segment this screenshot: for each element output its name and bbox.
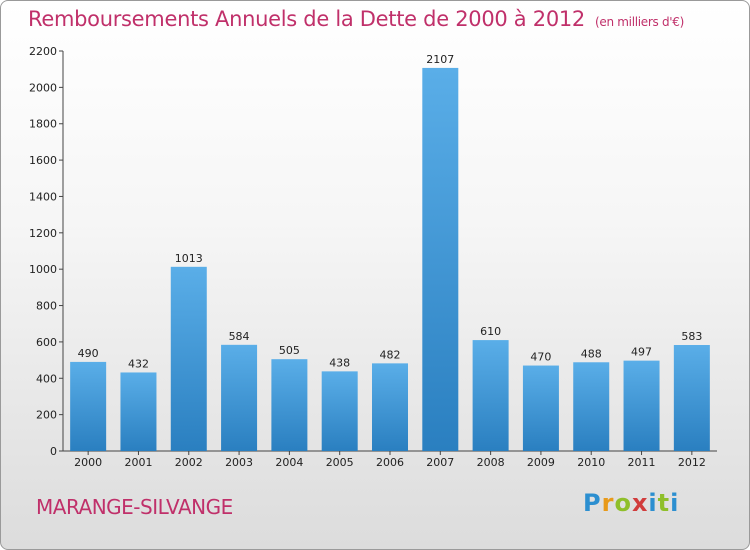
logo-letter: i [648, 489, 658, 517]
bar-value-label: 505 [279, 344, 300, 357]
bars: 490 432 1013 584 505 438 482 2107 610 470 488 497 58… [70, 53, 710, 451]
x-tick-label: 2011 [628, 456, 656, 469]
bar-value-label: 610 [480, 325, 501, 338]
bar-value-label: 584 [229, 330, 250, 343]
y-tick-label: 1400 [29, 190, 57, 203]
y-tick-label: 600 [36, 336, 57, 349]
chart-title: Remboursements Annuels de la Dette de 20… [28, 7, 684, 31]
x-tick-label: 2001 [124, 456, 152, 469]
y-tick-label: 400 [36, 372, 57, 385]
bar-value-label: 2107 [426, 53, 454, 66]
bar [522, 365, 559, 451]
x-tick-label: 2007 [426, 456, 454, 469]
bar-value-label: 438 [329, 356, 350, 369]
chart-subtitle: (en milliers d'€) [595, 15, 685, 29]
y-tick-label: 2200 [29, 45, 57, 58]
bar-value-label: 497 [631, 346, 652, 359]
x-tick-label: 2006 [376, 456, 404, 469]
x-tick-label: 2009 [527, 456, 555, 469]
y-tick-label: 200 [36, 409, 57, 422]
bar [120, 372, 157, 451]
chart-title-text: Remboursements Annuels de la Dette de 20… [28, 7, 585, 31]
logo-letter: x [631, 489, 649, 517]
bar [321, 371, 358, 451]
proxiti-logo: Proxiti [583, 489, 679, 517]
bar [422, 67, 459, 451]
bar-value-label: 432 [128, 357, 149, 370]
logo-letter: t [657, 489, 671, 517]
bar-value-label: 490 [78, 347, 99, 360]
y-tick-label: 1600 [29, 154, 57, 167]
y-tick-label: 800 [36, 300, 57, 313]
y-tick-label: 0 [50, 445, 57, 458]
x-tick-label: 2012 [678, 456, 706, 469]
bar [573, 362, 610, 451]
bar [70, 361, 107, 451]
bar-value-label: 583 [681, 330, 702, 343]
x-tick-label: 2008 [477, 456, 505, 469]
city-name: MARANGE-SILVANGE [36, 495, 233, 519]
axes: 0 200 400 600 800 1000 1200 1400 1600 1800 2000 220… [29, 45, 717, 469]
logo-letter: r [601, 489, 615, 517]
x-tick-label: 2003 [225, 456, 253, 469]
bar-value-label: 470 [530, 351, 551, 364]
bar-value-label: 1013 [175, 252, 203, 265]
bar [372, 363, 408, 451]
bar-value-label: 482 [380, 348, 401, 361]
x-tick-label: 2004 [275, 456, 303, 469]
bar-value-label: 488 [581, 347, 602, 360]
bar [673, 345, 710, 451]
y-tick-label: 1800 [29, 118, 57, 131]
bar [472, 340, 509, 451]
bar [170, 266, 207, 451]
y-tick-label: 1000 [29, 263, 57, 276]
x-tick-label: 2005 [326, 456, 354, 469]
bar [623, 360, 660, 451]
bar [271, 359, 308, 451]
logo-letter: i [670, 489, 680, 517]
x-tick-label: 2000 [74, 456, 102, 469]
bar [221, 344, 258, 451]
logo-letter: P [583, 489, 602, 517]
y-tick-label: 2000 [29, 81, 57, 94]
logo-letter: o [614, 489, 632, 517]
x-tick-label: 2002 [175, 456, 203, 469]
y-tick-label: 1200 [29, 227, 57, 240]
x-tick-label: 2010 [577, 456, 605, 469]
